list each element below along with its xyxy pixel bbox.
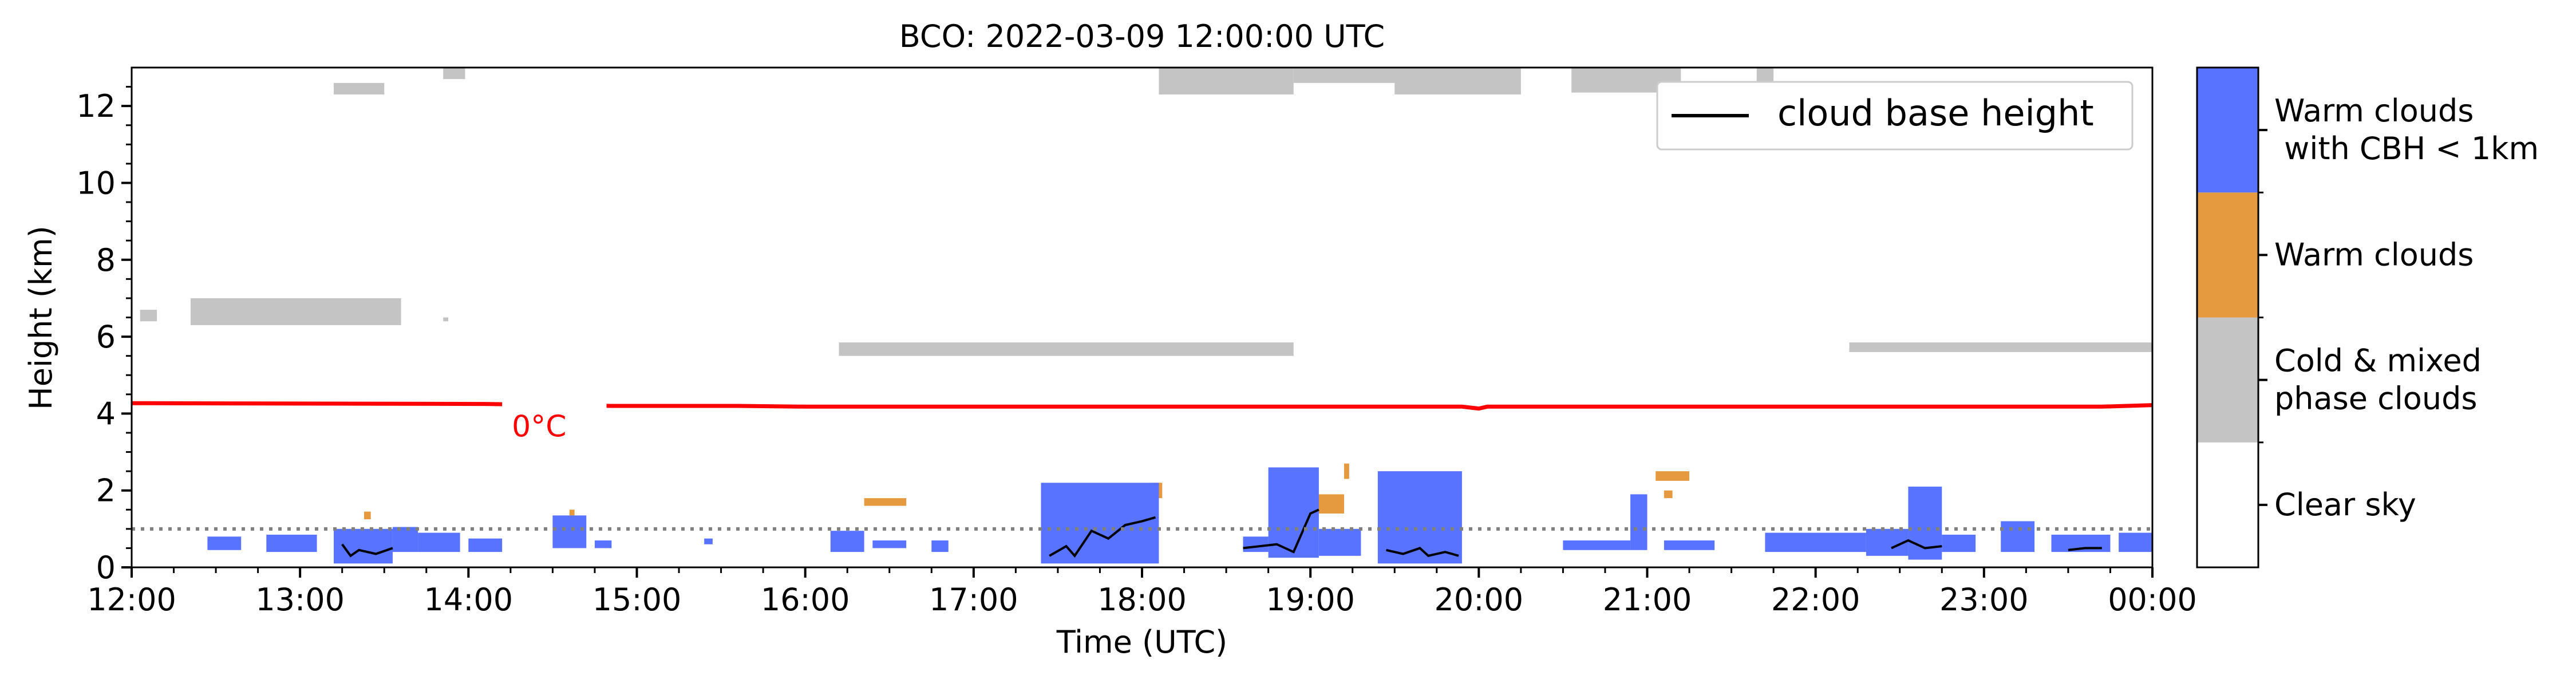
colorbar-segment [2197, 317, 2258, 443]
cloud-region-warm-low-cbh [266, 534, 317, 552]
cloud-region-warm-low-cbh [704, 538, 713, 544]
legend-box [1656, 81, 2134, 151]
cloud-region-warm-low-cbh [1318, 528, 1361, 556]
cloud-region-warm-low-cbh [1866, 528, 1909, 556]
cloud-region-warm-low-cbh [1243, 536, 1269, 552]
cloud-region-warm-low-cbh [2001, 521, 2035, 552]
cloud-region-warm-low-cbh [418, 532, 460, 552]
cloud-region-cold-mixed [1159, 68, 1294, 95]
cloud-region-cold-mixed [334, 82, 385, 95]
cloud-base-height-trace [341, 543, 393, 558]
colorbar-label-line: Warm clouds [2274, 93, 2474, 129]
cloud-region-warm-low-cbh [2119, 532, 2152, 552]
colorbar-label-line: Cold & mixed [2274, 343, 2482, 379]
x-tick-label: 12:00 [87, 582, 176, 618]
x-axis-ticks: 12:00 13:00 14:00 15:00 16:00 17:00 18:00 19:00… [87, 567, 2197, 618]
y-tick-label: 2 [96, 473, 116, 509]
x-tick-label: 23:00 [1939, 582, 2029, 618]
cloud-regions [140, 68, 2152, 564]
cloud-region-warm [1315, 494, 1344, 514]
cloud-region-warm [1656, 471, 1690, 481]
colorbar-label: Cold & mixed phase clouds [2274, 343, 2482, 417]
y-tick-label: 10 [76, 165, 116, 201]
cloud-region-warm-low-cbh [392, 527, 418, 552]
colorbar-label-line: Clear sky [2274, 487, 2416, 523]
colorbar-frame [2196, 66, 2259, 568]
y-tick-label: 12 [76, 88, 116, 124]
cloud-region-warm-low-cbh [872, 540, 907, 548]
colorbar-label: Warm clouds [2274, 236, 2474, 273]
colorbar-label-line: phase clouds [2274, 381, 2477, 417]
y-axis-ticks: 0 2 4 6 8 10 12 [76, 86, 132, 586]
cloud-region-warm-low-cbh [931, 540, 949, 552]
reference-lines [131, 400, 2153, 531]
y-tick-label: 6 [96, 319, 116, 355]
cloud-region-warm [569, 510, 575, 516]
cloud-base-height-lines [341, 508, 2102, 558]
x-tick-label: 22:00 [1771, 582, 1860, 618]
y-tick-label: 0 [96, 550, 116, 586]
x-tick-label: 21:00 [1603, 582, 1692, 618]
cloud-region-cold-mixed [1293, 68, 1412, 83]
cloud-region-warm [864, 498, 907, 506]
y-tick-label: 8 [96, 242, 116, 278]
cloud-region-warm [1664, 490, 1673, 499]
y-axis-label: Height (km) [23, 226, 59, 410]
cloud-region-cold-mixed [443, 317, 449, 322]
cloud-region-warm-low-cbh [830, 531, 864, 552]
cloud-region-cold-mixed [190, 298, 401, 325]
x-tick-label: 20:00 [1435, 582, 1524, 618]
colorbar-segment [2197, 192, 2258, 318]
cloud-region-cold-mixed [140, 310, 157, 322]
colorbar-label-line: with CBH < 1km [2274, 131, 2539, 167]
cloud-region-warm [1344, 463, 1349, 479]
cloud-region-warm [364, 511, 371, 520]
x-axis-label: Time (UTC) [1056, 624, 1228, 660]
colorbar-segment [2197, 442, 2258, 567]
x-tick-label: 15:00 [592, 582, 682, 618]
x-tick-label: 14:00 [424, 582, 513, 618]
colorbar-segment [2197, 68, 2258, 193]
colorbar-label-line: Warm clouds [2274, 236, 2474, 273]
colorbar: Clear sky Cold & mixed phase clouds Warm cl… [2196, 66, 2539, 568]
cloud-region-cold-mixed [1394, 68, 1521, 95]
colorbar-label: Clear sky [2274, 487, 2416, 523]
cloud-region-cold-mixed [443, 68, 465, 80]
cloud-base-height-trace [1243, 508, 1319, 554]
cloud-base-height-trace [1049, 516, 1156, 558]
cloud-region-warm-low-cbh [552, 515, 587, 548]
cloud-base-height-trace [1891, 539, 1942, 550]
cloud-region-warm-low-cbh [1765, 532, 1866, 552]
cloud-region-warm-low-cbh [594, 540, 612, 548]
cloud-region-warm-low-cbh [468, 538, 503, 552]
x-tick-label: 18:00 [1097, 582, 1187, 618]
cloud-region-warm-low-cbh [1563, 540, 1631, 550]
cloud-region-warm-low-cbh [207, 536, 242, 550]
x-tick-label: 16:00 [761, 582, 850, 618]
y-tick-label: 4 [96, 396, 116, 432]
legend: cloud base height [1656, 81, 2134, 151]
x-tick-label: 13:00 [255, 582, 345, 618]
cloud-region-warm-low-cbh [1664, 540, 1715, 550]
cloud-base-height-trace [1386, 547, 1459, 558]
cloud-region-warm-low-cbh [1942, 534, 1976, 552]
freezing-level-label: 0°C [512, 410, 566, 444]
x-tick-label: 17:00 [929, 582, 1018, 618]
colorbar-label: Warm clouds with CBH < 1km [2274, 93, 2539, 167]
x-tick-label: 19:00 [1266, 582, 1355, 618]
cloud-region-cold-mixed [839, 342, 1294, 356]
cloud-region-cold-mixed [1849, 342, 2152, 352]
cloud-base-height-trace [2068, 547, 2102, 551]
x-tick-label: 00:00 [2108, 582, 2197, 618]
freezing-label-gap [502, 400, 607, 412]
cloud-region-warm-low-cbh [1630, 494, 1647, 550]
chart-title: BCO: 2022-03-09 12:00:00 UTC [899, 18, 1385, 54]
legend-label: cloud base height [1777, 92, 2094, 134]
